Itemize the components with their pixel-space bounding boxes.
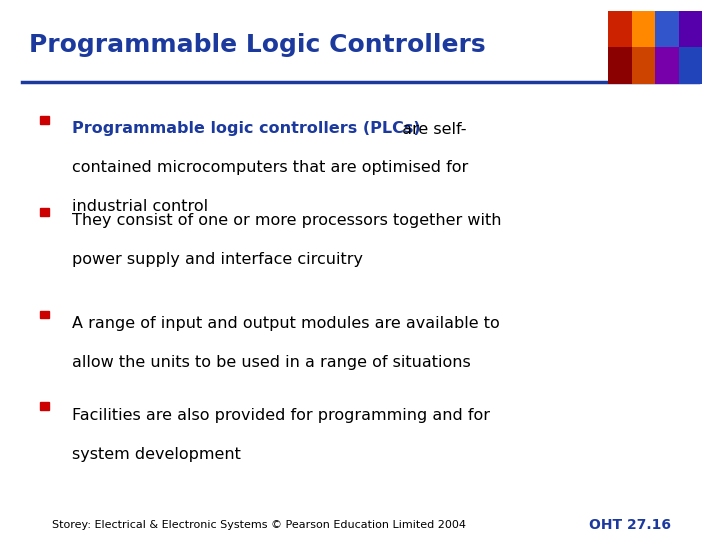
Text: Storey: Electrical & Electronic Systems © Pearson Education Limited 2004: Storey: Electrical & Electronic Systems …	[52, 520, 467, 530]
Bar	[40, 208, 49, 215]
Bar	[632, 47, 655, 84]
Bar	[679, 47, 702, 84]
Bar	[679, 11, 702, 47]
Bar	[655, 11, 679, 47]
Text: Facilities are also provided for programming and for: Facilities are also provided for program…	[72, 408, 490, 423]
Text: industrial control: industrial control	[72, 199, 208, 214]
Text: 27.5: 27.5	[616, 52, 647, 66]
Bar	[40, 310, 49, 318]
Bar	[632, 11, 655, 47]
Text: power supply and interface circuitry: power supply and interface circuitry	[72, 252, 363, 267]
Bar	[40, 116, 49, 124]
Text: They consist of one or more processors together with: They consist of one or more processors t…	[72, 213, 502, 228]
Text: are self-: are self-	[397, 122, 467, 137]
Text: Programmable logic controllers (PLCs): Programmable logic controllers (PLCs)	[72, 122, 420, 137]
Text: contained microcomputers that are optimised for: contained microcomputers that are optimi…	[72, 160, 468, 176]
Bar	[608, 47, 632, 84]
Text: system development: system development	[72, 447, 241, 462]
Bar	[655, 47, 679, 84]
Text: OHT 27.16: OHT 27.16	[589, 518, 671, 532]
Text: allow the units to be used in a range of situations: allow the units to be used in a range of…	[72, 355, 471, 370]
Bar	[40, 402, 49, 410]
Text: Programmable Logic Controllers: Programmable Logic Controllers	[29, 33, 485, 57]
Text: A range of input and output modules are available to: A range of input and output modules are …	[72, 316, 500, 331]
Bar	[608, 11, 632, 47]
